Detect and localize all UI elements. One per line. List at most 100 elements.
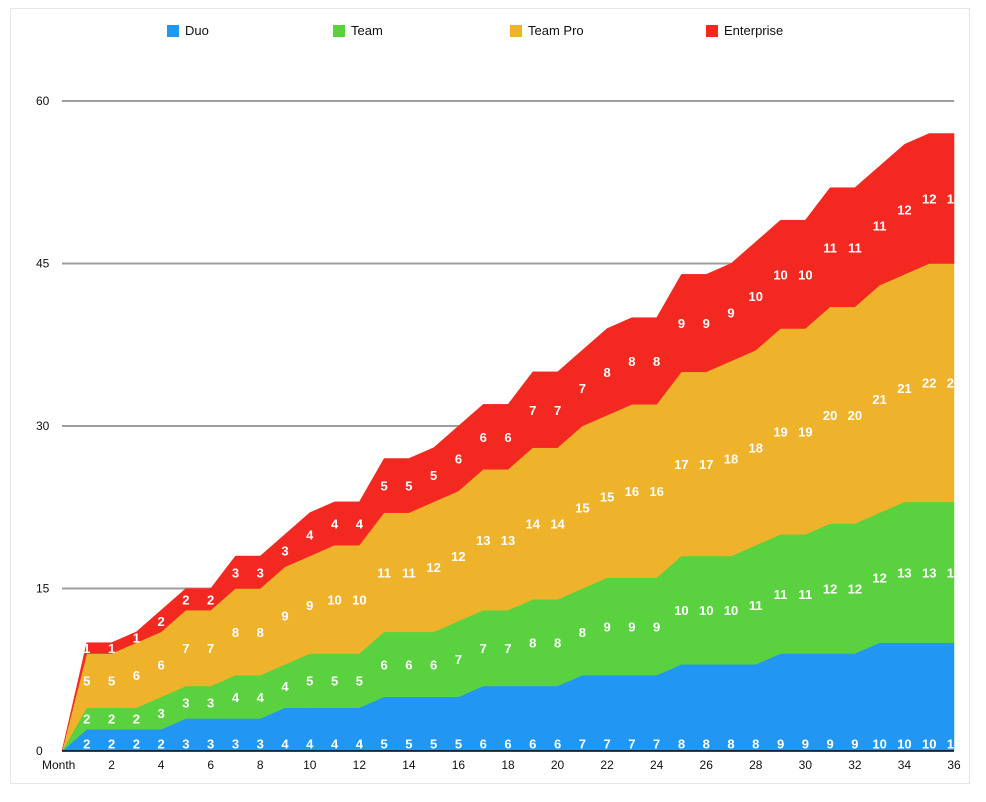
data-label-duo: 6	[504, 737, 511, 752]
data-label-duo: 3	[232, 737, 239, 752]
legend-swatch-enterprise	[706, 24, 718, 37]
data-label-team-pro: 22	[947, 376, 961, 391]
data-label-duo: 5	[405, 737, 412, 752]
x-tick-label: 2	[108, 758, 115, 772]
data-label-duo: 4	[356, 737, 364, 752]
data-label-duo: 7	[653, 737, 660, 752]
data-label-team-pro: 9	[281, 609, 288, 624]
area-enterprise	[61, 133, 955, 752]
data-label-team: 2	[108, 712, 115, 727]
data-label-enterprise: 9	[703, 316, 710, 331]
y-tick-label: 0	[36, 744, 43, 758]
legend-label-team: Team	[351, 23, 383, 38]
data-label-team-pro: 8	[232, 625, 239, 640]
x-tick-label: 26	[700, 758, 714, 772]
legend-item-duo: Duo	[167, 23, 209, 38]
x-tick-label: 16	[452, 758, 466, 772]
data-label-team: 6	[430, 657, 437, 672]
data-label-team: 10	[674, 603, 688, 618]
data-label-team: 9	[603, 619, 610, 634]
data-label-duo: 2	[108, 737, 115, 752]
x-tick-label: 28	[749, 758, 763, 772]
data-label-team-pro: 15	[600, 489, 614, 504]
data-label-team-pro: 10	[327, 592, 341, 607]
data-label-duo: 4	[331, 737, 339, 752]
data-label-team: 8	[554, 636, 561, 651]
data-label-team-pro: 15	[575, 500, 589, 515]
data-label-duo: 5	[380, 737, 387, 752]
data-label-enterprise: 1	[83, 641, 90, 656]
data-label-duo: 6	[554, 737, 561, 752]
data-label-enterprise: 4	[306, 527, 314, 542]
data-label-enterprise: 10	[773, 267, 787, 282]
data-label-team: 2	[133, 712, 140, 727]
data-label-enterprise: 10	[798, 267, 812, 282]
data-label-team-pro: 19	[773, 424, 787, 439]
data-label-enterprise: 6	[504, 430, 511, 445]
data-label-enterprise: 12	[897, 202, 911, 217]
data-label-team-pro: 16	[625, 484, 639, 499]
data-label-team-pro: 18	[749, 441, 763, 456]
data-label-team: 2	[83, 712, 90, 727]
data-label-team: 5	[331, 674, 338, 689]
data-label-duo: 10	[922, 737, 936, 752]
data-label-enterprise: 3	[281, 544, 288, 559]
data-label-team-pro: 21	[872, 392, 886, 407]
data-label-team: 11	[749, 598, 763, 613]
data-label-team-pro: 21	[897, 381, 911, 396]
data-label-enterprise: 8	[628, 354, 635, 369]
data-label-team: 12	[823, 582, 837, 597]
x-tick-label: 24	[650, 758, 664, 772]
data-label-enterprise: 11	[848, 240, 862, 255]
data-label-team-pro: 17	[699, 457, 713, 472]
x-tick-label: 20	[551, 758, 565, 772]
data-label-duo: 5	[455, 737, 462, 752]
data-label-enterprise: 12	[922, 192, 936, 207]
data-label-team-pro: 14	[526, 517, 541, 532]
data-label-duo: 10	[947, 737, 961, 752]
data-label-enterprise: 1	[133, 630, 140, 645]
x-tick-label: 30	[799, 758, 813, 772]
data-label-team-pro: 13	[476, 533, 490, 548]
data-label-team: 10	[724, 603, 738, 618]
data-label-team-pro: 9	[306, 598, 313, 613]
data-label-duo: 7	[579, 737, 586, 752]
data-label-team: 4	[232, 690, 240, 705]
data-label-duo: 8	[678, 737, 685, 752]
data-label-enterprise: 2	[157, 614, 164, 629]
data-label-enterprise: 6	[480, 430, 487, 445]
data-label-team-pro: 5	[108, 674, 115, 689]
y-tick-label: 15	[36, 582, 50, 596]
data-label-enterprise: 7	[579, 381, 586, 396]
data-label-enterprise: 7	[554, 403, 561, 418]
data-label-team: 3	[182, 695, 189, 710]
data-label-duo: 9	[826, 737, 833, 752]
x-tick-label: 18	[501, 758, 515, 772]
data-label-team: 6	[405, 657, 412, 672]
data-label-team: 7	[480, 641, 487, 656]
data-label-enterprise: 9	[727, 305, 734, 320]
data-label-team: 8	[579, 625, 586, 640]
data-label-team-pro: 6	[133, 668, 140, 683]
data-label-duo: 9	[777, 737, 784, 752]
legend-item-team: Team	[333, 23, 383, 38]
x-tick-label: 6	[207, 758, 214, 772]
x-tick-label: 14	[402, 758, 416, 772]
data-label-enterprise: 2	[207, 592, 214, 607]
data-label-team: 9	[653, 619, 660, 634]
legend-item-team-pro: Team Pro	[510, 23, 584, 38]
data-label-team: 12	[872, 571, 886, 586]
legend-label-duo: Duo	[185, 23, 209, 38]
data-label-team: 7	[455, 652, 462, 667]
data-label-team: 5	[356, 674, 363, 689]
data-label-enterprise: 12	[947, 192, 961, 207]
data-label-enterprise: 6	[455, 452, 462, 467]
data-label-duo: 7	[603, 737, 610, 752]
data-label-duo: 10	[872, 737, 886, 752]
data-label-team-pro: 12	[426, 560, 440, 575]
data-label-team-pro: 10	[352, 592, 366, 607]
data-label-duo: 8	[752, 737, 759, 752]
x-tick-label: 10	[303, 758, 317, 772]
data-label-team-pro: 13	[501, 533, 515, 548]
